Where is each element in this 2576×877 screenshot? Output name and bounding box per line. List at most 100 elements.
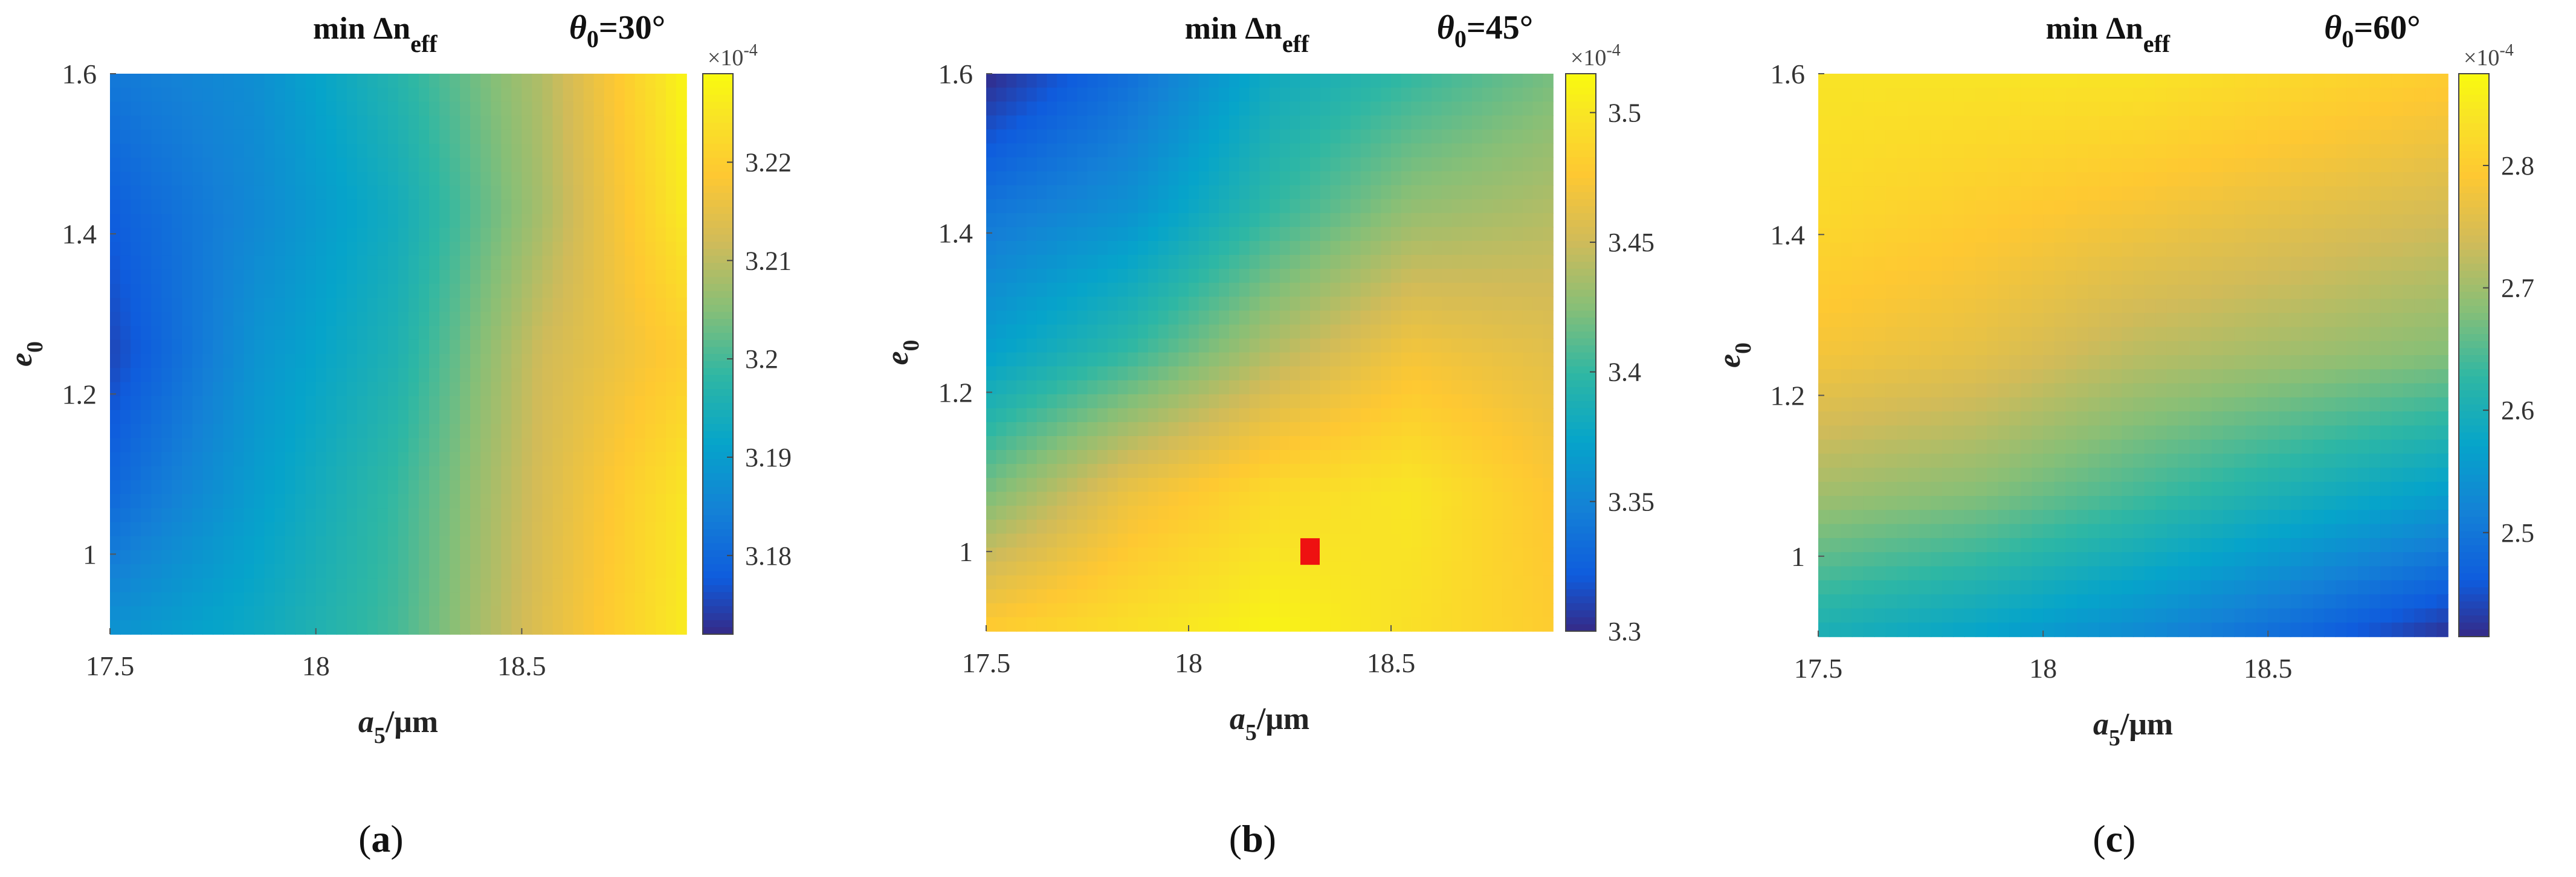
heatmap-cell — [1087, 199, 1099, 214]
heatmap-cell — [151, 494, 162, 509]
heatmap-cell — [1036, 394, 1048, 409]
heatmap-cell — [676, 88, 687, 103]
heatmap-cell — [1841, 594, 1853, 609]
heatmap-cell — [1360, 115, 1372, 130]
heatmap-cell — [552, 508, 564, 523]
heatmap-cell — [1006, 435, 1018, 451]
heatmap-cell — [336, 410, 347, 425]
heatmap-cell — [593, 284, 605, 298]
heatmap-cell — [120, 438, 131, 453]
heatmap-cell — [1502, 352, 1513, 367]
heatmap-cell — [233, 88, 245, 103]
heatmap-cell — [120, 326, 131, 341]
heatmap-cell — [1360, 519, 1372, 535]
colorbar-segment — [1566, 171, 1596, 179]
heatmap-cell — [254, 255, 265, 271]
heatmap-cell — [1432, 283, 1442, 298]
heatmap-cell — [624, 536, 636, 551]
heatmap-cell — [1818, 130, 1830, 145]
heatmap-cell — [1219, 240, 1230, 255]
theta-symbol: θ — [1437, 9, 1454, 47]
heatmap-cell — [1472, 88, 1483, 102]
heatmap-cell — [1411, 575, 1422, 590]
colorbar-segment — [703, 606, 733, 614]
heatmap-cell — [583, 101, 595, 117]
colorbar-exponent: ×10-4 — [708, 41, 758, 71]
heatmap-cell — [1209, 88, 1220, 102]
heatmap-cell — [450, 255, 461, 271]
heatmap-cell — [1128, 408, 1139, 423]
heatmap-cell — [624, 214, 636, 228]
heatmap-cell — [336, 129, 347, 144]
heatmap-cell — [244, 326, 255, 341]
heatmap-cell — [1117, 269, 1129, 283]
heatmap-cell — [172, 298, 183, 313]
heatmap-cell — [1138, 240, 1149, 255]
heatmap-cell — [182, 158, 193, 173]
heatmap-cell — [398, 578, 409, 593]
heatmap-cell — [202, 578, 214, 593]
heatmap-cell — [202, 522, 214, 537]
heatmap-cell — [624, 326, 636, 341]
heatmap-cell — [295, 452, 306, 467]
heatmap-cell — [213, 312, 224, 327]
colorbar-segment — [1566, 422, 1596, 430]
heatmap-cell — [172, 466, 183, 481]
heatmap-cell — [665, 424, 677, 438]
heatmap-cell — [480, 368, 492, 383]
heatmap-cell — [532, 368, 543, 383]
heatmap-cell — [1229, 324, 1240, 339]
heatmap-cell — [1198, 283, 1210, 298]
heatmap-cell — [552, 396, 564, 411]
heatmap-cell — [552, 74, 564, 88]
heatmap-cell — [1259, 269, 1270, 283]
heatmap-cell — [254, 158, 265, 173]
heatmap-cell — [1189, 603, 1199, 618]
heatmap-cell — [182, 115, 193, 130]
heatmap-cell — [223, 564, 234, 579]
heatmap-cell — [295, 312, 306, 327]
heatmap-cell — [1532, 88, 1544, 102]
heatmap-cell — [1158, 115, 1169, 130]
heatmap-cell — [367, 354, 378, 368]
heatmap-cell — [408, 185, 419, 201]
heatmap-cell — [398, 466, 409, 481]
x-label-unit: /μm — [1256, 702, 1309, 736]
heatmap-cell — [120, 185, 131, 201]
heatmap-cell — [480, 269, 492, 284]
heatmap-cell — [202, 396, 214, 411]
heatmap-cell — [192, 228, 204, 243]
heatmap-cell — [1310, 589, 1321, 604]
heatmap-cell — [223, 88, 234, 103]
heatmap-cell — [1851, 538, 1864, 553]
heatmap-cell — [1441, 435, 1453, 451]
heatmap-cell — [120, 522, 131, 537]
heatmap-cell — [151, 88, 162, 103]
heatmap-cell — [1229, 199, 1240, 214]
heatmap-cell — [1818, 355, 1830, 370]
heatmap-cell — [408, 339, 419, 355]
heatmap-cell — [634, 298, 646, 313]
heatmap-cell — [1381, 561, 1392, 576]
heatmap-cell — [1330, 394, 1341, 409]
heatmap-cell — [450, 410, 461, 425]
heatmap-cell — [460, 564, 471, 579]
heatmap-cell — [192, 480, 204, 495]
heatmap-cell — [1219, 310, 1230, 326]
heatmap-cell — [1259, 603, 1270, 618]
heatmap-cell — [604, 564, 615, 579]
x-tick-label: 18 — [1175, 647, 1202, 678]
heatmap-cell — [1189, 422, 1199, 437]
heatmap-cell — [1229, 143, 1240, 158]
heatmap-cell — [1818, 313, 1830, 328]
heatmap-cell — [1841, 397, 1853, 412]
heatmap-cell — [1016, 352, 1027, 367]
heatmap-cell — [1138, 435, 1149, 451]
heatmap-cell — [295, 354, 306, 368]
heatmap-cell — [1138, 283, 1149, 298]
heatmap-cell — [305, 115, 317, 130]
heatmap-cell — [1360, 464, 1372, 478]
heatmap-cell — [398, 396, 409, 411]
heatmap-cell — [213, 88, 224, 103]
heatmap-cell — [1512, 88, 1523, 102]
